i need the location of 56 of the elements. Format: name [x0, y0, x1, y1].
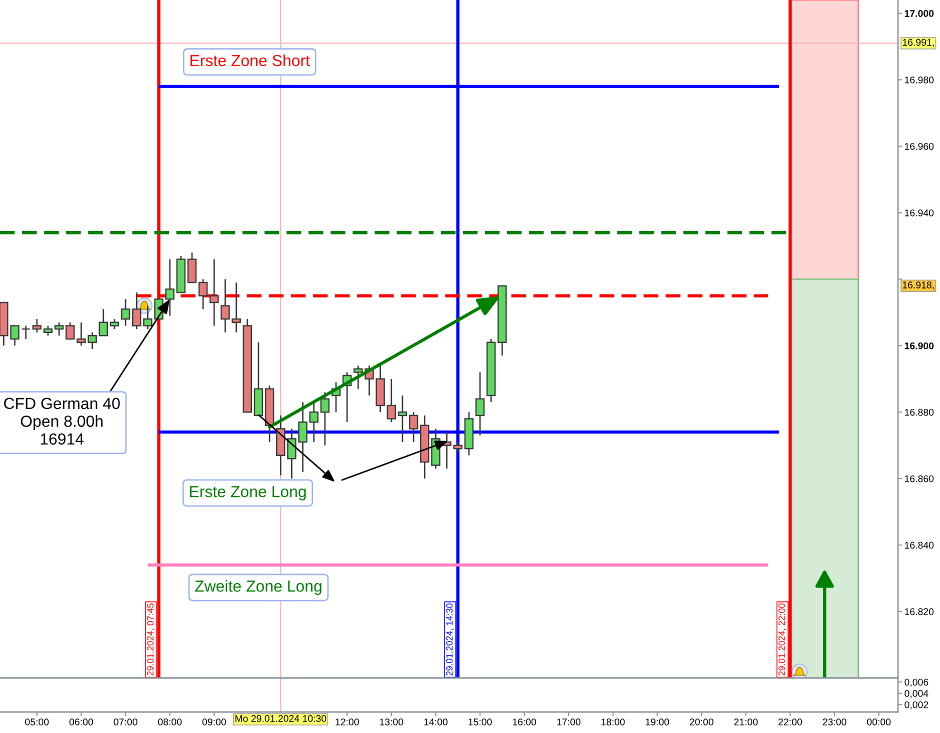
- x-tick-label: 22:00: [778, 718, 802, 726]
- annotation: Erste Zone Long: [190, 486, 306, 500]
- candlestick: [98, 308, 108, 336]
- x-tick-label: 05:00: [25, 718, 49, 726]
- x-tick-label: 13:00: [380, 718, 404, 726]
- y-tick-label: 16.860: [904, 475, 934, 482]
- candlestick: [132, 292, 142, 330]
- ref-line-label: 29.01.2024, 22:00: [778, 603, 786, 676]
- x-tick-label: 07:00: [114, 718, 138, 726]
- annotation: CFD German 40 Open 8.00h 16914: [4, 398, 120, 445]
- ref-line-label: Mo 29.01.2024 10:30: [235, 715, 326, 722]
- ref-line-label: 16.991,: [902, 38, 934, 47]
- x-tick-label: 21:00: [734, 718, 758, 726]
- y-tick-label: 16.960: [904, 142, 934, 150]
- annotation: Zweite Zone Long: [195, 580, 322, 595]
- y-tick-label: 0,004: [904, 690, 928, 698]
- ref-line-label: 29.01.2024, 14:30: [446, 603, 454, 676]
- x-tick-label: 14:00: [424, 718, 448, 726]
- y-tick-label: 0,006: [904, 678, 928, 687]
- candlestick: [32, 318, 42, 334]
- candlestick: [54, 322, 64, 336]
- annotation: Erste Zone Short: [190, 54, 310, 66]
- y-tick-label: 16.980: [904, 76, 934, 84]
- candlestick: [198, 278, 208, 310]
- candlestick: [110, 318, 120, 330]
- candlestick: [408, 411, 418, 443]
- candlestick: [187, 252, 197, 284]
- candlestick: [475, 372, 485, 436]
- x-tick-label: 15:00: [468, 718, 492, 726]
- x-tick-label: 23:00: [822, 718, 846, 726]
- x-tick-label: 09:00: [202, 718, 226, 726]
- x-tick-label: 16:00: [512, 718, 536, 726]
- y-tick-label: 17.000: [904, 10, 934, 17]
- y-tick-label: 0,002: [904, 701, 928, 710]
- candlestick: [320, 391, 330, 446]
- y-tick-label: 16.880: [904, 408, 934, 416]
- y-tick-label: 16.840: [904, 542, 934, 549]
- ref-line-label: 29.01.2024, 07:45: [147, 604, 155, 676]
- candlestick: [398, 394, 408, 443]
- y-tick-label: 16.820: [904, 608, 934, 616]
- x-tick-label: 17:00: [557, 718, 580, 726]
- y-tick-label: 16.900: [904, 342, 934, 350]
- x-tick-label: 18:00: [602, 718, 625, 726]
- candlestick: [21, 325, 30, 340]
- x-tick-label: 19:00: [646, 718, 670, 726]
- candlestick: [120, 298, 130, 326]
- candlestick: [210, 258, 219, 326]
- candlestick: [43, 325, 53, 336]
- x-tick-label: 12:00: [336, 718, 359, 726]
- text: 16.918,: [902, 282, 934, 290]
- x-tick-label: 06:00: [69, 718, 94, 726]
- y-tick-label: 16.940: [904, 209, 934, 216]
- x-tick-label: 00:00: [867, 718, 891, 726]
- x-tick-label: 20:00: [690, 718, 714, 726]
- candlestick: [386, 378, 396, 423]
- x-tick-label: 08:00: [158, 718, 182, 726]
